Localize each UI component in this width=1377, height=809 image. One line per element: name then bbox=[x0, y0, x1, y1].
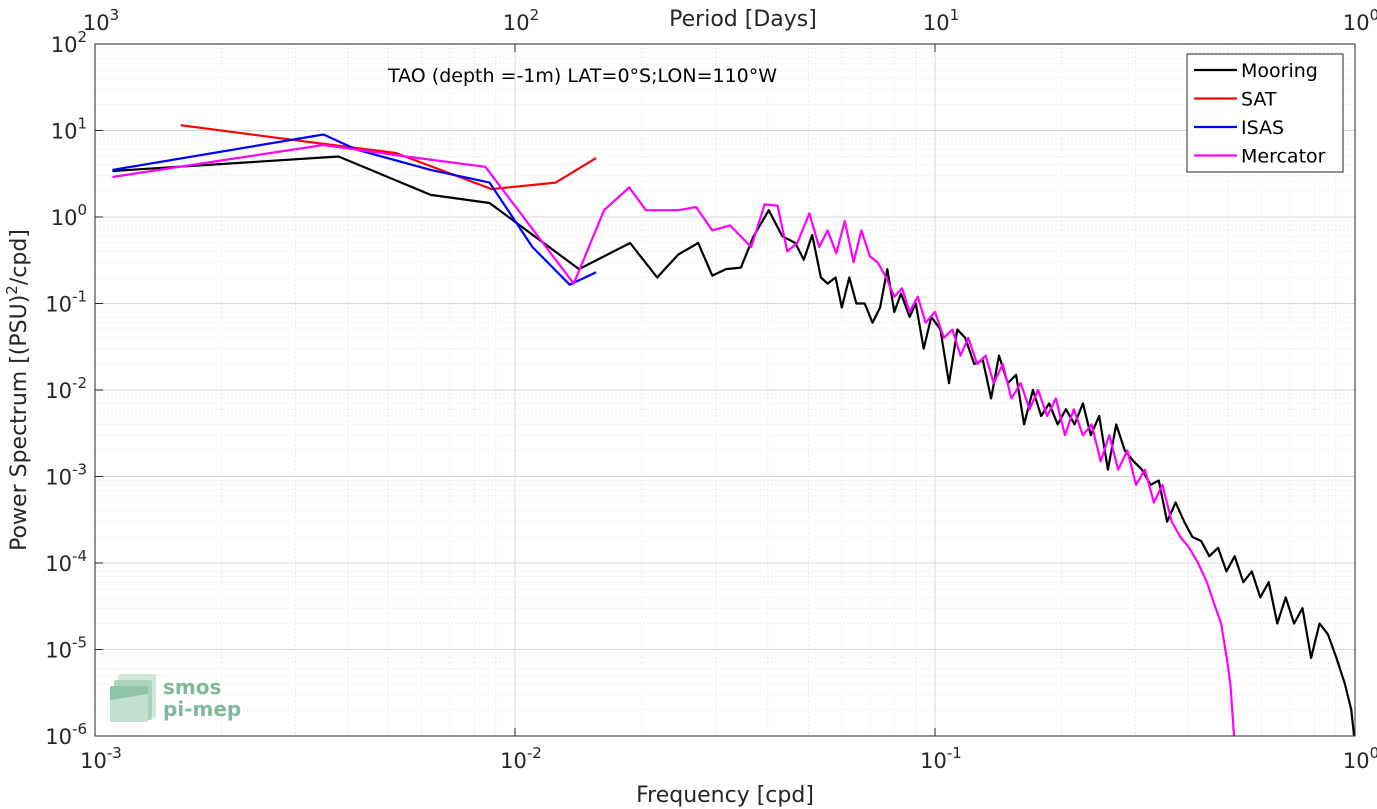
top-tick-label-exp: 0 bbox=[1370, 6, 1377, 24]
y-tick-label-base: 10 bbox=[45, 552, 72, 576]
x-tick-label-exp: -1 bbox=[947, 744, 962, 762]
y-tick-label-base: 10 bbox=[45, 639, 72, 663]
x-tick-label: 10-3 bbox=[80, 744, 122, 773]
top-tick-label-base: 10 bbox=[83, 11, 110, 35]
y-tick-label: 100 bbox=[51, 201, 87, 230]
top-tick-label-exp: 2 bbox=[530, 6, 540, 24]
logo-text-pimep: pi-mep bbox=[163, 697, 241, 721]
y-tick-label: 10-4 bbox=[45, 547, 87, 576]
x-tick-label-exp: -3 bbox=[107, 744, 122, 762]
smos-pimep-logo: smos pi-mep bbox=[110, 674, 241, 722]
y-axis-title: Power Spectrum [(PSU)2/cpd] bbox=[3, 229, 32, 551]
y-tick-label-base: 10 bbox=[51, 120, 78, 144]
y-tick-label: 10-2 bbox=[45, 374, 87, 403]
y-tick-label-exp: 2 bbox=[77, 28, 87, 46]
y-tick-label: 101 bbox=[51, 115, 87, 144]
y-tick-label-base: 10 bbox=[51, 206, 78, 230]
legend-label-mooring: Mooring bbox=[1241, 60, 1318, 82]
top-tick-label-base: 10 bbox=[923, 11, 950, 35]
top-axis-title: Period [Days] bbox=[669, 7, 817, 32]
y-tick-label-base: 10 bbox=[45, 379, 72, 403]
y-tick-label-exp: -4 bbox=[72, 547, 87, 565]
legend-box bbox=[1186, 53, 1344, 173]
x-tick-label-base: 10 bbox=[500, 749, 527, 773]
top-tick-label-exp: 3 bbox=[110, 6, 120, 24]
y-tick-label-exp: 1 bbox=[77, 115, 87, 133]
x-tick-label: 100 bbox=[1343, 744, 1377, 773]
top-tick-label: 102 bbox=[503, 6, 539, 35]
x-tick-label-exp: 0 bbox=[1370, 744, 1377, 762]
y-tick-label-base: 10 bbox=[45, 725, 72, 749]
x-tick-label: 10-2 bbox=[500, 744, 542, 773]
top-tick-label: 100 bbox=[1343, 6, 1377, 35]
x-axis-title: Frequency [cpd] bbox=[636, 783, 814, 808]
y-axis-title-suffix: /cpd] bbox=[7, 229, 32, 285]
y-tick-label: 10-5 bbox=[45, 634, 87, 663]
y-tick-label-exp: -6 bbox=[72, 720, 87, 738]
x-tick-label-base: 10 bbox=[920, 749, 947, 773]
x-tick-label-exp: -2 bbox=[527, 744, 542, 762]
legend: Mooring SAT ISAS Mercator bbox=[1186, 53, 1344, 173]
y-tick-label-base: 10 bbox=[45, 466, 72, 490]
top-tick-label-base: 10 bbox=[503, 11, 530, 35]
top-tick-label: 101 bbox=[923, 6, 959, 35]
logo-text-smos: smos bbox=[163, 675, 221, 699]
x-tick-label-base: 10 bbox=[1343, 749, 1370, 773]
y-tick-label-exp: -1 bbox=[72, 288, 87, 306]
x-tick-label-base: 10 bbox=[80, 749, 107, 773]
series-layer bbox=[112, 124, 1356, 737]
y-axis-title-sup: 2 bbox=[3, 285, 21, 295]
legend-label-sat: SAT bbox=[1241, 89, 1277, 111]
legend-label-isas: ISAS bbox=[1241, 117, 1284, 139]
y-tick-label: 10-1 bbox=[45, 288, 87, 317]
y-tick-label-base: 10 bbox=[45, 293, 72, 317]
y-tick-label-exp: -2 bbox=[72, 374, 87, 392]
series-line-isas bbox=[112, 133, 597, 286]
y-tick-label-base: 10 bbox=[51, 33, 78, 57]
series-line-sat bbox=[180, 124, 597, 191]
chart-annotation: TAO (depth =-1m) LAT=0°S;LON=110°W bbox=[387, 65, 777, 87]
series-line-mercator bbox=[112, 143, 1236, 737]
y-tick-label: 102 bbox=[51, 28, 87, 57]
grid bbox=[94, 44, 1355, 737]
logo-icon bbox=[110, 674, 156, 722]
top-tick-label: 103 bbox=[83, 6, 119, 35]
y-tick-label-exp: -3 bbox=[72, 461, 87, 479]
top-tick-label-base: 10 bbox=[1343, 11, 1370, 35]
legend-label-mercator: Mercator bbox=[1241, 146, 1326, 168]
y-tick-label-exp: 0 bbox=[77, 201, 87, 219]
y-tick-label: 10-6 bbox=[45, 720, 87, 749]
top-tick-label-exp: 1 bbox=[950, 6, 960, 24]
y-tick-label-exp: -5 bbox=[72, 634, 87, 652]
x-tick-label: 10-1 bbox=[920, 744, 962, 773]
y-tick-label: 10-3 bbox=[45, 461, 87, 490]
y-axis-title-main: Power Spectrum [(PSU) bbox=[7, 295, 32, 551]
